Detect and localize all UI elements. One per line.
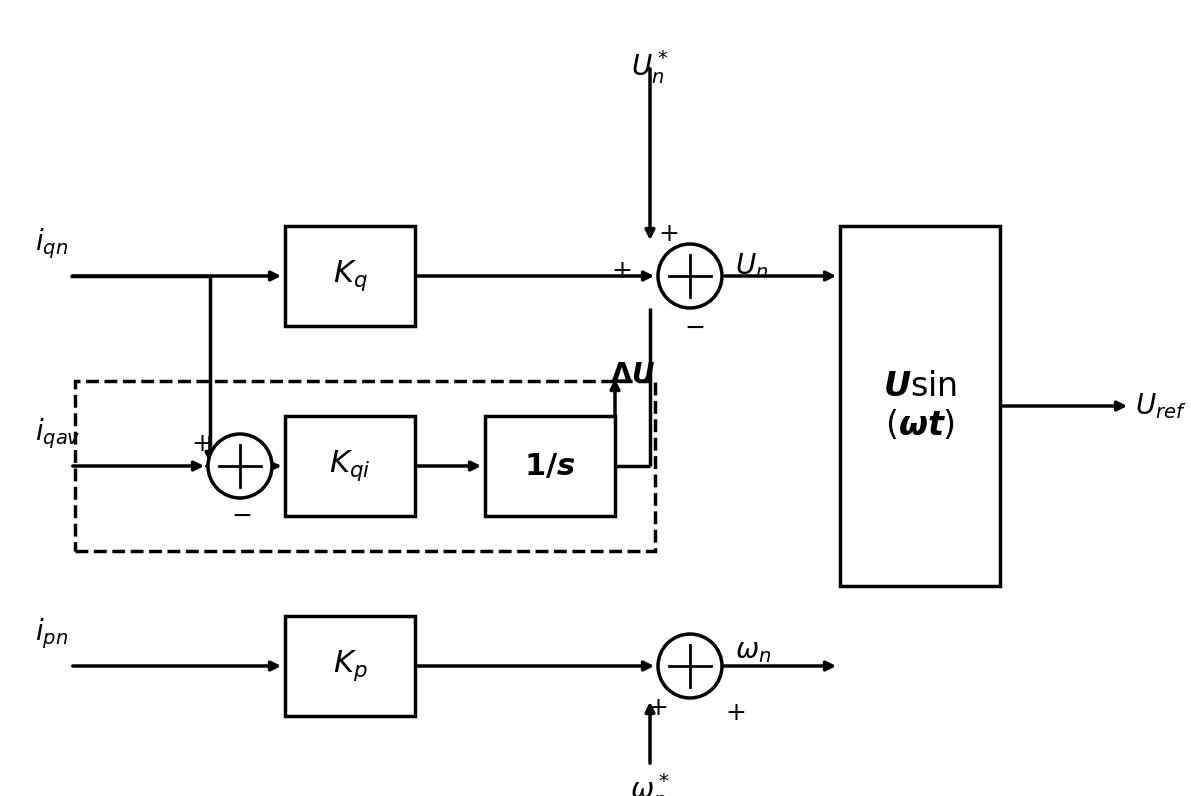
Text: $\boldsymbol{i_{qav}}$: $\boldsymbol{i_{qav}}$ <box>35 416 81 451</box>
Bar <box>285 616 414 716</box>
Text: −: − <box>685 316 705 340</box>
Circle shape <box>208 434 272 498</box>
Text: $\boldsymbol{U}$sin
$(\boldsymbol{\omega t})$: $\boldsymbol{U}$sin $(\boldsymbol{\omega… <box>883 370 958 443</box>
Text: $\boldsymbol{K_p}$: $\boldsymbol{K_p}$ <box>332 649 367 684</box>
Text: +: + <box>611 259 632 283</box>
Text: $\boldsymbol{U_n^*}$: $\boldsymbol{U_n^*}$ <box>631 48 668 86</box>
Text: +: + <box>725 701 746 725</box>
Text: $\boldsymbol{i_{pn}}$: $\boldsymbol{i_{pn}}$ <box>35 616 68 651</box>
Text: $\boldsymbol{K_q}$: $\boldsymbol{K_q}$ <box>332 259 367 294</box>
Text: $\boldsymbol{\omega_n}$: $\boldsymbol{\omega_n}$ <box>735 637 772 665</box>
Bar <box>75 381 655 551</box>
Text: −: − <box>231 504 252 528</box>
Text: $\boldsymbol{U_{ref}}$: $\boldsymbol{U_{ref}}$ <box>1135 391 1186 421</box>
Text: $\boldsymbol{\omega_n^*}$: $\boldsymbol{\omega_n^*}$ <box>630 771 669 796</box>
Text: $\boldsymbol{U_n}$: $\boldsymbol{U_n}$ <box>735 251 768 281</box>
Text: +: + <box>191 432 212 456</box>
Circle shape <box>657 244 722 308</box>
Bar <box>485 416 615 516</box>
Bar <box>285 416 414 516</box>
Text: $\boldsymbol{\Delta U}$: $\boldsymbol{\Delta U}$ <box>610 361 655 389</box>
Text: $\boldsymbol{i_{qn}}$: $\boldsymbol{i_{qn}}$ <box>35 226 68 261</box>
Text: $\boldsymbol{1/s}$: $\boldsymbol{1/s}$ <box>524 451 575 481</box>
Text: +: + <box>657 222 679 246</box>
Circle shape <box>657 634 722 698</box>
Bar <box>285 226 414 326</box>
Bar <box>840 226 1000 586</box>
Text: +: + <box>648 696 668 720</box>
Text: $\boldsymbol{K_{qi}}$: $\boldsymbol{K_{qi}}$ <box>329 449 370 483</box>
